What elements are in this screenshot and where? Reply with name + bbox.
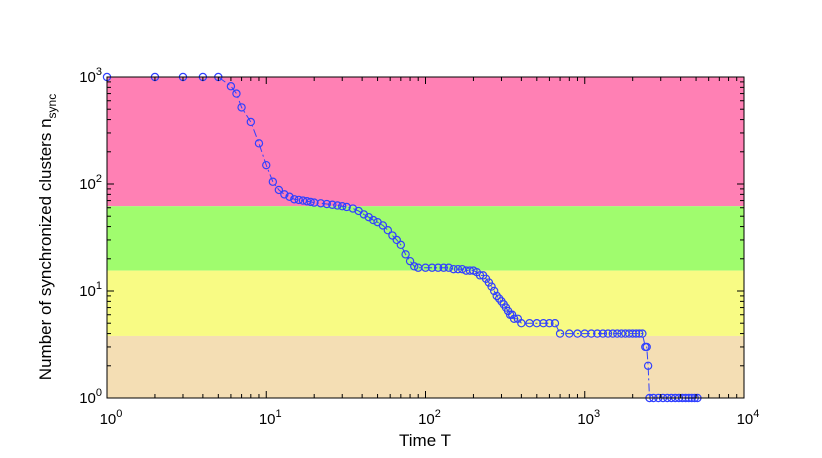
- y-tick-label: 102: [79, 173, 102, 193]
- data-point-0-15: [290, 195, 299, 204]
- data-point-0-24: [333, 201, 342, 210]
- data-point-0-29: [359, 210, 369, 219]
- data-point-0-45: [439, 263, 448, 272]
- data-point-0-9: [254, 139, 264, 148]
- data-point-0-79: [580, 329, 589, 338]
- data-point-0-38: [401, 250, 410, 259]
- data-point-0-67: [507, 310, 517, 319]
- data-point-0-19: [306, 197, 315, 207]
- data-point-0-39: [405, 256, 415, 266]
- data-point-0-49: [458, 264, 467, 274]
- band-2: [107, 270, 744, 336]
- x-tick-label: 103: [577, 408, 600, 428]
- y-tick-label: 100: [79, 387, 102, 407]
- data-point-0-21: [316, 199, 325, 208]
- data-point-0-72: [532, 319, 542, 328]
- data-point-0-34: [383, 225, 393, 235]
- data-point-0-81: [593, 329, 602, 338]
- data-point-0-94: [642, 342, 651, 352]
- data-point-0-10: [262, 160, 271, 170]
- data-point-0-5: [226, 82, 236, 91]
- data-point-0-42: [421, 263, 430, 272]
- data-point-0-54: [475, 271, 485, 280]
- data-point-0-23: [328, 200, 337, 209]
- data-point-0-82: [598, 329, 608, 338]
- data-point-0-95: [643, 361, 653, 370]
- data-point-0-26: [342, 202, 351, 212]
- data-point-0-68: [509, 314, 519, 323]
- background-bands: [107, 77, 744, 398]
- data-point-0-40: [410, 262, 419, 271]
- data-point-0-31: [369, 215, 378, 225]
- y-tick-label: 101: [79, 280, 102, 300]
- data-series: [102, 72, 702, 403]
- band-1: [107, 206, 744, 271]
- data-point-0-35: [388, 231, 397, 240]
- data-point-0-6: [232, 89, 241, 98]
- data-point-0-7: [237, 103, 246, 112]
- data-point-0-91: [635, 329, 644, 338]
- data-point-0-11: [268, 177, 278, 186]
- data-point-0-83: [603, 329, 613, 338]
- data-point-0-89: [628, 329, 637, 338]
- data-point-0-37: [396, 240, 406, 250]
- data-point-0-59: [489, 286, 499, 296]
- y-axis-label-main: Number of synchronized clusters n: [36, 118, 55, 380]
- data-point-0-92: [638, 329, 647, 338]
- data-point-0-85: [613, 329, 622, 338]
- data-point-0-36: [392, 235, 401, 245]
- data-point-0-60: [492, 291, 501, 301]
- data-point-0-90: [631, 329, 641, 338]
- data-point-0-16: [294, 195, 303, 205]
- data-point-0-12: [274, 185, 284, 195]
- data-point-0-48: [453, 264, 463, 274]
- band-0: [107, 77, 744, 207]
- x-tick-label: 102: [418, 408, 441, 428]
- axis-ticks: 100 101 102 103 104 100 101 102 103: [79, 66, 759, 428]
- data-point-0-43: [427, 263, 437, 272]
- y-axis-label-subscript: sync: [45, 94, 59, 119]
- data-point-0-80: [587, 329, 596, 338]
- data-point-0-17: [298, 196, 308, 205]
- data-point-0-77: [565, 329, 574, 338]
- data-point-0-73: [539, 319, 548, 328]
- y-axis-label: Number of synchronized clusters nsync: [36, 94, 59, 380]
- data-point-0-14: [285, 192, 294, 201]
- data-point-0-61: [494, 294, 504, 303]
- data-point-0-75: [550, 319, 560, 328]
- x-tick-label: 104: [737, 408, 760, 428]
- data-point-0-84: [608, 329, 617, 338]
- data-point-0-70: [517, 319, 526, 328]
- band-3: [107, 335, 744, 398]
- data-point-0-13: [280, 190, 289, 199]
- data-point-0-47: [449, 264, 458, 274]
- data-point-0-46: [444, 263, 453, 272]
- data-point-0-8: [246, 117, 256, 127]
- data-point-0-58: [487, 282, 496, 291]
- data-point-0-74: [545, 319, 554, 328]
- x-axis-label: Time T: [399, 431, 451, 450]
- data-point-0-76: [555, 329, 565, 338]
- x-tick-label: 101: [259, 408, 282, 428]
- data-point-0-22: [322, 199, 331, 209]
- y-tick-label: 103: [79, 66, 102, 86]
- data-point-0-33: [378, 221, 388, 230]
- data-point-0-44: [433, 263, 443, 272]
- x-tick-label: 100: [100, 408, 123, 428]
- data-point-0-25: [338, 202, 347, 211]
